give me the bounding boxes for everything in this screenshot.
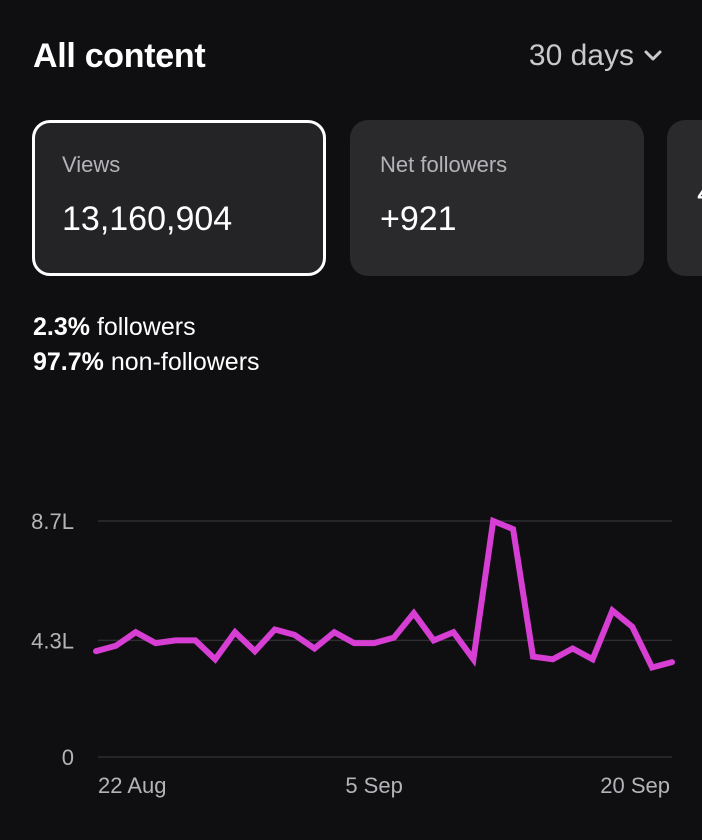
non-followers-percent: 97.7% <box>33 348 104 376</box>
chevron-down-icon <box>644 50 662 61</box>
series-line-views <box>93 516 675 672</box>
page-title: All content <box>33 36 206 75</box>
non-followers-label: non-followers <box>110 348 260 376</box>
followers-row: 2.3% followers <box>33 310 260 345</box>
metric-value: +921 <box>380 200 457 238</box>
metric-card-partial[interactable]: 4 <box>667 120 702 276</box>
metric-label: Net followers <box>380 152 508 177</box>
metric-value: 4 <box>697 174 702 213</box>
y-tick-label: 4.3L <box>31 628 74 653</box>
metric-label: Views <box>62 152 121 177</box>
date-range-dropdown[interactable]: 30 days <box>529 39 662 73</box>
metric-value: 13,160,904 <box>62 200 233 238</box>
x-tick-label: 5 Sep <box>345 773 403 798</box>
y-tick-label: 8.7L <box>31 509 74 534</box>
x-tick-label: 20 Sep <box>600 773 670 798</box>
followers-percent: 2.3% <box>33 313 90 341</box>
metric-card-net-followers[interactable]: Net followers +921 <box>350 120 644 276</box>
views-line-chart: 8.7L 4.3L 0 22 Aug 5 Sep 20 Sep <box>31 509 675 798</box>
audience-split: 2.3% followers 97.7% non-followers <box>33 310 260 380</box>
metric-card-views[interactable]: Views 13,160,904 <box>32 120 326 276</box>
non-followers-row: 97.7% non-followers <box>33 345 260 380</box>
metric-cards: Views 13,160,904 Net followers +921 4 <box>32 120 702 276</box>
y-tick-label: 0 <box>62 745 74 770</box>
followers-label: followers <box>96 313 196 341</box>
date-range-label: 30 days <box>528 39 634 72</box>
x-tick-label: 22 Aug <box>98 773 167 798</box>
header: All content 30 days <box>33 34 662 78</box>
